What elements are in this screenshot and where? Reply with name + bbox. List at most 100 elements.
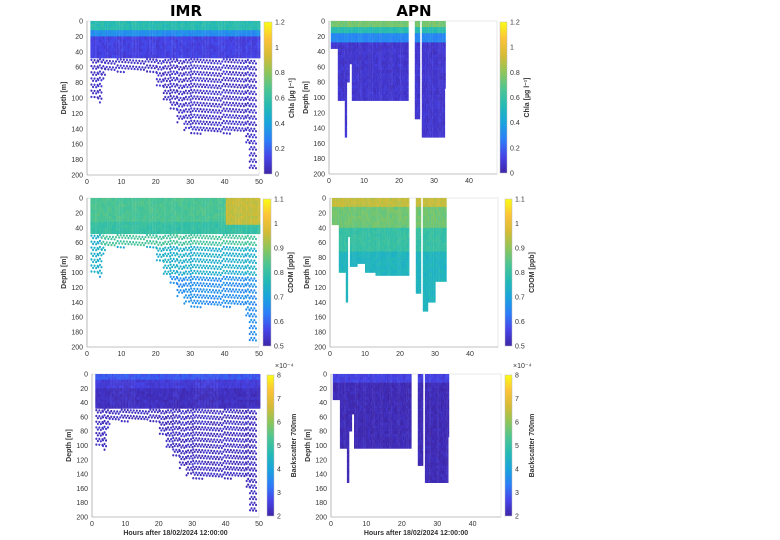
data-point [344, 24, 347, 28]
data-point [102, 58, 105, 62]
data-point [373, 76, 375, 80]
data-point [374, 27, 377, 31]
data-point [406, 63, 408, 68]
data-point [152, 64, 155, 67]
data-point [105, 24, 108, 28]
data-point [400, 45, 402, 49]
data-point [422, 134, 425, 138]
data-point [138, 42, 140, 46]
data-point [230, 24, 233, 28]
data-point [358, 27, 360, 31]
data-point [204, 48, 206, 53]
data-point [400, 85, 402, 89]
data-point [216, 48, 219, 53]
data-point [337, 27, 339, 31]
data-point [201, 61, 204, 64]
data-point [193, 113, 196, 116]
data-point [423, 131, 426, 135]
data-point [246, 33, 249, 37]
data-point [215, 45, 217, 49]
data-point [392, 33, 394, 37]
data-point [406, 88, 408, 92]
data-point [347, 79, 349, 83]
data-point [221, 115, 224, 119]
data-point [333, 21, 336, 25]
data-point [199, 101, 202, 105]
data-point [130, 54, 133, 59]
data-point [385, 24, 387, 28]
data-point [363, 51, 365, 55]
data-point [186, 67, 189, 70]
data-point [181, 21, 183, 25]
data-point [346, 30, 348, 34]
data-point [186, 61, 189, 64]
data-point [432, 60, 434, 65]
data-point [424, 88, 427, 92]
data-point [208, 30, 211, 34]
data-point [352, 42, 355, 46]
data-point [141, 48, 144, 53]
data-point [347, 60, 349, 65]
data-point [116, 27, 119, 31]
data-point [357, 21, 359, 25]
data-point [190, 48, 192, 53]
data-point [402, 24, 404, 28]
data-point [434, 24, 436, 28]
data-point [230, 110, 233, 113]
data-point [141, 66, 144, 69]
data-point [357, 33, 359, 37]
data-point [340, 54, 343, 59]
data-point [337, 85, 340, 89]
data-point [193, 119, 196, 123]
data-point [423, 60, 426, 65]
data-point [348, 54, 351, 59]
data-point [95, 51, 97, 56]
data-point [190, 27, 192, 31]
data-point [184, 36, 187, 40]
data-point [345, 103, 348, 107]
data-point [104, 51, 106, 56]
data-point [133, 27, 136, 31]
data-point [374, 66, 377, 71]
data-point [353, 63, 356, 68]
data-point [428, 112, 430, 117]
data-point [139, 39, 142, 43]
data-point [142, 62, 145, 65]
data-point [405, 88, 407, 92]
data-point [358, 30, 360, 34]
data-point [208, 120, 211, 124]
data-point [172, 82, 175, 86]
data-point [121, 60, 124, 64]
data-point [132, 59, 135, 62]
data-point [363, 73, 365, 77]
data-point [426, 115, 428, 120]
data-point [238, 45, 240, 49]
data-point [110, 33, 113, 37]
data-point [196, 54, 199, 59]
data-point [122, 21, 125, 25]
axes: 0 10 20 30 40 50020406080100120140160180200De… [61, 19, 263, 187]
data-point [201, 85, 204, 89]
data-point [238, 65, 241, 68]
data-point [122, 64, 125, 68]
data-point [389, 27, 391, 31]
data-point [236, 30, 239, 34]
data-point [238, 96, 241, 99]
data-point [138, 27, 140, 31]
data-point [357, 91, 359, 95]
data-point [432, 57, 434, 62]
data-point [90, 48, 93, 53]
data-point [132, 65, 135, 68]
data-point [403, 54, 405, 59]
data-point [133, 54, 136, 59]
data-point [221, 21, 223, 25]
data-point [118, 36, 120, 40]
data-point [350, 51, 352, 55]
data-point [437, 134, 439, 138]
colorbar-tick-label: 1 [275, 45, 279, 52]
data-point [347, 57, 349, 62]
colorbar-tick-label: 0.2 [275, 146, 285, 153]
data-point [391, 97, 393, 101]
data-point [113, 21, 116, 25]
data-point [357, 88, 359, 92]
